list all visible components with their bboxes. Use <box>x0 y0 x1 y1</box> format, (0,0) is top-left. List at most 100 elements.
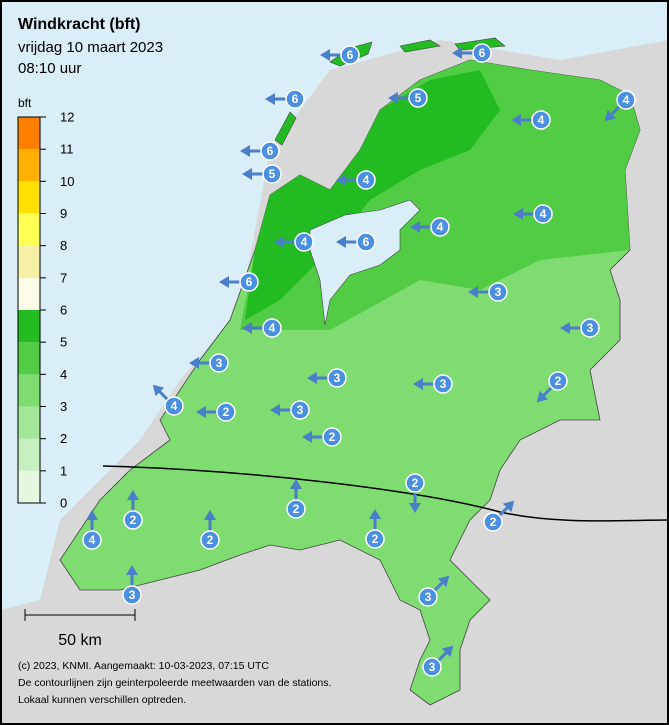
station-circle <box>285 89 305 109</box>
station-value: 3 <box>495 285 502 299</box>
arrow-head <box>536 390 549 403</box>
ijsselmeer <box>309 199 421 326</box>
station-circle <box>122 585 142 605</box>
arrow-head <box>388 92 398 104</box>
station-circle <box>365 529 385 549</box>
legend-band <box>18 181 40 214</box>
arrow-head <box>242 168 252 180</box>
station-circle <box>433 374 453 394</box>
stations: 6 6 6 5 4 4 6 5 4 4 4 4 6 6 3 4 3 3 3 3 2 4 2 3 2 2 2 2 2 4 2 2 3 3 3 <box>82 43 636 677</box>
station-value: 2 <box>207 533 214 547</box>
station-value: 6 <box>267 144 274 158</box>
station-circle <box>262 164 282 184</box>
subtitle: vrijdag 10 maart 2023 <box>18 39 163 56</box>
zone-5 <box>245 70 500 320</box>
station-circle <box>580 318 600 338</box>
legend-tick-label: 12 <box>60 110 74 125</box>
station-value: 4 <box>89 533 96 547</box>
legend-tick-label: 7 <box>60 270 67 285</box>
station-circle <box>533 204 553 224</box>
station-circle <box>483 512 503 532</box>
station-value: 2 <box>329 430 336 444</box>
arrow-head <box>204 510 216 520</box>
legend-tick-label: 1 <box>60 463 67 478</box>
arrow-head <box>320 49 330 61</box>
arrow-head <box>410 221 420 233</box>
station-circle <box>422 657 442 677</box>
legend-tick-label: 3 <box>60 399 67 414</box>
arrow-head <box>369 509 381 519</box>
footer: De contourlijnen zijn geinterpoleerde me… <box>18 677 331 689</box>
station-value: 6 <box>246 275 253 289</box>
station-value: 2 <box>372 532 379 546</box>
legend-tick-label: 6 <box>60 303 67 318</box>
station-value: 2 <box>293 502 300 516</box>
arrow-head <box>274 236 284 248</box>
arrow-head <box>437 575 450 588</box>
arrow-head <box>441 645 454 658</box>
station-value: 2 <box>130 513 137 527</box>
arrow-head <box>468 286 478 298</box>
station-circle <box>418 587 438 607</box>
sea <box>0 0 669 610</box>
arrow-head <box>560 322 570 334</box>
station-circle <box>294 232 314 252</box>
station-circle <box>290 400 310 420</box>
station-value: 6 <box>292 92 299 106</box>
arrow-head <box>513 208 523 220</box>
station-circle <box>164 396 184 416</box>
arrow-head <box>242 322 252 334</box>
station-value: 5 <box>415 91 422 105</box>
time: 08:10 uur <box>18 60 81 77</box>
station-circle <box>216 402 236 422</box>
footer: Lokaal kunnen verschillen optreden. <box>18 694 186 706</box>
station-value: 6 <box>363 235 370 249</box>
arrow-head <box>86 510 98 520</box>
station-circle <box>209 353 229 373</box>
legend-band <box>18 406 40 439</box>
station-circle <box>200 530 220 550</box>
station-circle <box>239 272 259 292</box>
footer: (c) 2023, KNMI. Aangemaakt: 10-03-2023, … <box>18 660 269 672</box>
arrow-head <box>502 500 515 513</box>
station-value: 6 <box>479 46 486 60</box>
station-value: 3 <box>297 403 304 417</box>
station-value: 4 <box>301 235 308 249</box>
wadden-islands <box>274 37 506 146</box>
station-value: 3 <box>429 660 436 674</box>
legend-band <box>18 470 40 503</box>
station-circle <box>262 318 282 338</box>
arrow-head <box>604 109 617 122</box>
station-circle <box>260 141 280 161</box>
arrow-head <box>336 236 346 248</box>
station-value: 4 <box>540 207 547 221</box>
legend-band <box>18 149 40 182</box>
arrow-head <box>290 479 302 489</box>
legend-tick-label: 5 <box>60 335 67 350</box>
station-value: 3 <box>129 588 136 602</box>
legend-band <box>18 438 40 471</box>
station-value: 3 <box>425 590 432 604</box>
station-circle <box>472 43 492 63</box>
legend-unit: bft <box>18 96 32 110</box>
line <box>102 465 669 522</box>
station-circle <box>488 282 508 302</box>
legend-band <box>18 277 40 310</box>
station-value: 4 <box>538 113 545 127</box>
arrow-head <box>240 145 250 157</box>
legend-band <box>18 117 40 150</box>
legend-band <box>18 342 40 375</box>
legend-tick-label: 9 <box>60 206 67 221</box>
arrow-head <box>219 276 229 288</box>
station-value: 4 <box>171 399 178 413</box>
arrow-head <box>511 114 521 126</box>
legend-tick-label: 10 <box>60 174 74 189</box>
station-circle <box>123 510 143 530</box>
station-value: 3 <box>587 321 594 335</box>
station-value: 4 <box>437 220 444 234</box>
station-value: 3 <box>334 371 341 385</box>
station-value: 3 <box>216 356 223 370</box>
station-circle <box>356 170 376 190</box>
